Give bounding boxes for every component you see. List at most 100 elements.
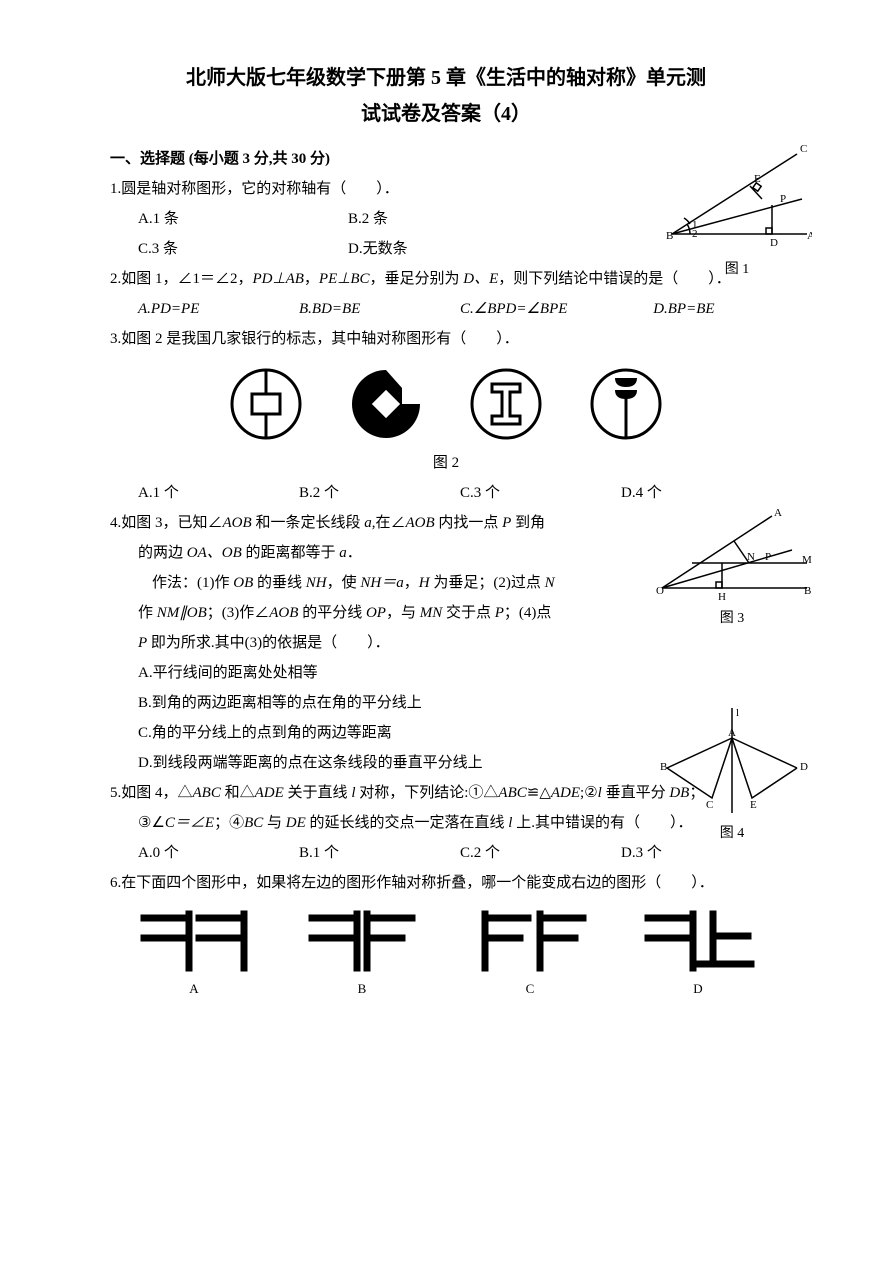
q5b4: BC [244, 815, 263, 831]
svg-text:C: C [800, 144, 807, 155]
logo-4 [586, 364, 666, 444]
q4t8: P [502, 515, 511, 531]
svg-text:H: H [718, 591, 726, 603]
svg-text:B: B [804, 585, 811, 597]
q2-t2: PD⊥AB [253, 271, 304, 287]
q5a3: 和△ [221, 785, 255, 801]
q5a14: DB [669, 785, 689, 801]
q5a2: ABC [193, 785, 221, 801]
q5b3: ；④ [214, 815, 244, 831]
q5a7: 对称，下列结论:①△ [355, 785, 498, 801]
q5a15: ； [689, 785, 704, 801]
svg-text:N: N [747, 551, 755, 563]
page: 北师大版七年级数学下册第 5 章《生活中的轴对称》单元测 试试卷及答案（4） 一… [0, 0, 892, 1042]
q6-fig-c: C [470, 906, 590, 1002]
q3-opt-c: C.3 个 [460, 478, 621, 508]
q4t6: AOB [405, 515, 434, 531]
svg-text:2: 2 [692, 228, 698, 240]
q4-opt-c: C.角的平分线上的点到角的两边等距离 [138, 718, 588, 748]
q5-opt-a: A.0 个 [138, 838, 299, 868]
q3-opt-b: B.2 个 [299, 478, 460, 508]
q4v10: N [545, 575, 555, 591]
q2-opt-c: C.∠BPD=∠BPE [460, 294, 653, 324]
q5b2: C＝∠E [165, 815, 214, 831]
q4-opt-a: A.平行线间的距离处处相等 [138, 658, 588, 688]
q4-opt-b: B.到角的两边距离相等的点在角的平分线上 [138, 688, 588, 718]
q4v5: ，使 [327, 575, 361, 591]
q1-opt-b: B.2 条 [348, 204, 558, 234]
logo-2 [346, 364, 426, 444]
q5a8: ABC [498, 785, 526, 801]
q4t5: ,在∠ [372, 515, 406, 531]
svg-text:A: A [774, 508, 782, 519]
q4-l2: 的两边 OA、OB 的距离都等于 a． [110, 538, 588, 568]
figure-3-label: 图 3 [652, 605, 812, 633]
q6-figures: A B C [110, 906, 782, 1002]
q4-l1: 4.如图 3，已知∠AOB 和一条定长线段 a,在∠AOB 内找一点 P 到角 [110, 508, 580, 538]
figure-1-svg: C E P B D A 1 2 [662, 144, 812, 254]
figure-3-svg: A M N P O H B [652, 508, 812, 603]
q5b5: 与 [263, 815, 286, 831]
q4w1: 作 [138, 605, 157, 621]
q2-t4: PE⊥BC [319, 271, 370, 287]
title-line-1: 北师大版七年级数学下册第 5 章《生活中的轴对称》单元测 [110, 60, 782, 96]
q4t2: AOB [223, 515, 252, 531]
q4x1: P [138, 635, 147, 651]
question-2: 2.如图 1，∠1＝∠2，PD⊥AB，PE⊥BC，垂足分别为 D、E，则下列结论… [110, 264, 782, 324]
q4w11: ；(4)点 [504, 605, 552, 621]
q4w4: AOB [269, 605, 298, 621]
svg-text:P: P [765, 551, 771, 563]
logo-1 [226, 364, 306, 444]
q5-opt-c: C.2 个 [460, 838, 621, 868]
svg-text:D: D [800, 761, 808, 773]
q3-opt-a: A.1 个 [138, 478, 299, 508]
q5a9: ≌△ [527, 785, 551, 801]
svg-text:B: B [660, 761, 667, 773]
q5b9: 上.其中错误的有（ ）． [512, 815, 692, 831]
q1-opt-d: D.无数条 [348, 234, 558, 264]
q6-label-a: A [134, 976, 254, 1002]
q1-options: A.1 条 B.2 条 C.3 条 D.无数条 [110, 204, 558, 264]
q5a11: ;② [580, 785, 598, 801]
q2-t7: ，则下列结论中错误的是（ ）． [498, 271, 731, 287]
q4w6: OP [366, 605, 386, 621]
q2-options: A.PD=PE B.BD=BE C.∠BPD=∠BPE D.BP=BE [110, 294, 782, 324]
q1-opt-c: C.3 条 [138, 234, 348, 264]
q6-fig-d: D [638, 906, 758, 1002]
q4v3: 的垂线 [253, 575, 306, 591]
question-4: A M N P O H B 图 3 4.如图 3，已知∠AOB 和一条定长线段 … [110, 508, 782, 778]
q2-t1: 2.如图 1，∠1＝∠2， [110, 271, 253, 287]
q5a5: 关于直线 [284, 785, 352, 801]
q4w9: 交于点 [442, 605, 495, 621]
q4w5: 的平分线 [298, 605, 366, 621]
q4w7: ，与 [386, 605, 420, 621]
q4v6: NH＝a [360, 575, 403, 591]
q5-l1: 5.如图 4，△ABC 和△ADE 关于直线 l 对称，下列结论:①△ABC≌△… [110, 778, 782, 808]
q1-opt-a: A.1 条 [138, 204, 348, 234]
svg-text:P: P [780, 193, 786, 205]
q6-stem: 6.在下面四个图形中，如果将左边的图形作轴对称折叠，哪一个能变成右边的图形（ ）… [110, 868, 782, 898]
q4-l3: 作法：(1)作 OB 的垂线 NH，使 NH＝a，H 为垂足；(2)过点 N [110, 568, 602, 598]
q5-opt-b: B.1 个 [299, 838, 460, 868]
q4u5: ． [347, 545, 362, 561]
q6-fig-b: B [302, 906, 422, 1002]
q4v8: H [419, 575, 430, 591]
q3-stem: 3.如图 2 是我国几家银行的标志，其中轴对称图形有（ ）． [110, 324, 782, 354]
q2-opt-a: A.PD=PE [138, 294, 299, 324]
title-line-2: 试试卷及答案（4） [110, 96, 782, 132]
q4v4: NH [306, 575, 327, 591]
q6-label-b: B [302, 976, 422, 1002]
q2-stem: 2.如图 1，∠1＝∠2，PD⊥AB，PE⊥BC，垂足分别为 D、E，则下列结论… [110, 264, 782, 294]
q4v9: 为垂足；(2)过点 [430, 575, 545, 591]
q6-fig-a: A [134, 906, 254, 1002]
q6-label-d: D [638, 976, 758, 1002]
q4v1: 作法：(1)作 [152, 575, 233, 591]
svg-text:D: D [770, 237, 778, 249]
q4-opt-d: D.到线段两端等距离的点在这条线段的垂直平分线上 [138, 748, 588, 778]
q4v7: ， [404, 575, 419, 591]
q4v2: OB [233, 575, 253, 591]
q5b6: DE [286, 815, 306, 831]
question-5: 5.如图 4，△ABC 和△ADE 关于直线 l 对称，下列结论:①△ABC≌△… [110, 778, 782, 868]
svg-text:A: A [728, 727, 736, 739]
q4t9: 到角 [511, 515, 545, 531]
